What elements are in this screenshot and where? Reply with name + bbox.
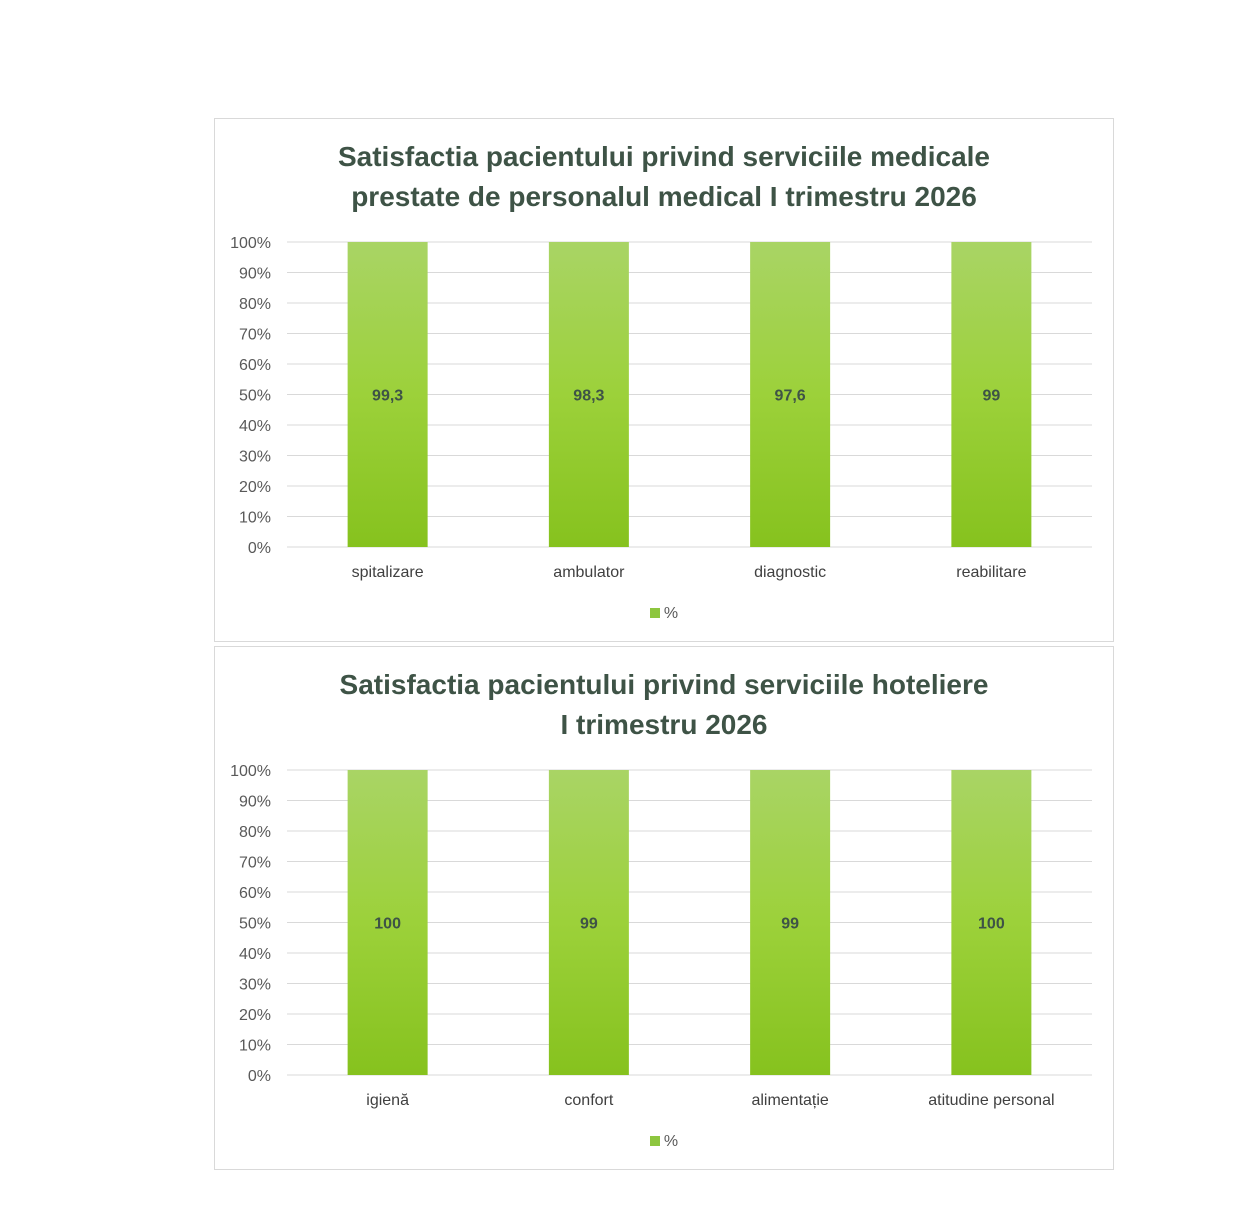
data-label: 99 (982, 388, 1000, 405)
legend: % (215, 1133, 1113, 1151)
legend-label: % (663, 605, 679, 622)
category-label: confort (564, 1092, 613, 1109)
category-label: ambulator (553, 564, 625, 581)
y-tick-label: 60% (239, 357, 271, 374)
data-label: 100 (374, 916, 401, 933)
chart-title: Satisfactia pacientului privind servicii… (215, 137, 1113, 217)
bar-3 (951, 770, 1032, 1075)
y-tick-label: 40% (239, 418, 271, 435)
category-label: alimentație (751, 1092, 828, 1109)
y-tick-label: 60% (239, 885, 271, 902)
data-label: 99,3 (372, 388, 403, 405)
y-tick-label: 10% (239, 1038, 271, 1055)
data-label: 97,6 (775, 388, 806, 405)
y-tick-label: 30% (239, 977, 271, 994)
bar-1 (548, 770, 629, 1075)
bar-0 (347, 242, 428, 547)
y-tick-label: 10% (239, 510, 271, 527)
y-tick-label: 20% (239, 479, 271, 496)
bar-0 (347, 770, 428, 1075)
y-tick-label: 50% (239, 388, 271, 405)
legend-swatch (649, 1136, 660, 1146)
legend-label: % (663, 1133, 679, 1150)
category-label: spitalizare (352, 564, 424, 581)
chart-title-line-2: prestate de personalul medical I trimest… (351, 181, 977, 212)
y-tick-label: 0% (248, 540, 271, 557)
category-label: igienă (366, 1092, 409, 1109)
legend-swatch (649, 608, 660, 618)
y-tick-label: 100% (230, 235, 271, 252)
category-label: atitudine personal (928, 1092, 1054, 1109)
category-label: reabilitare (956, 564, 1026, 581)
plot-area: 0% 10% 20% 30% 40% 50% 60% 70% 80% 90% 100% 99,3 spi… (230, 235, 1092, 581)
category-label: diagnostic (754, 564, 826, 581)
y-tick-label: 80% (239, 296, 271, 313)
y-tick-label: 100% (230, 763, 271, 780)
y-tick-label: 40% (239, 946, 271, 963)
y-tick-label: 90% (239, 266, 271, 283)
data-label: 100 (978, 916, 1005, 933)
plot-area: 0% 10% 20% 30% 40% 50% 60% 70% 80% 90% 100% 100 igie… (230, 763, 1092, 1109)
bar-2 (750, 770, 831, 1075)
y-tick-label: 70% (239, 855, 271, 872)
data-label: 98,3 (573, 388, 604, 405)
y-tick-label: 0% (248, 1068, 271, 1085)
data-label: 99 (580, 916, 598, 933)
chart-title-line-1: Satisfactia pacientului privind servicii… (337, 141, 991, 172)
chart-title-line-1: Satisfactia pacientului privind servicii… (339, 669, 989, 700)
bar-1 (548, 242, 629, 547)
chart-title: Satisfactia pacientului privind servicii… (215, 665, 1113, 745)
y-tick-label: 90% (239, 794, 271, 811)
chart-hotel-services: Satisfactia pacientului privind servicii… (214, 646, 1114, 1170)
chart-medical-services: Satisfactia pacientului privind servicii… (214, 118, 1114, 642)
bar-2 (750, 242, 831, 547)
y-tick-label: 50% (239, 916, 271, 933)
chart-title-line-2: I trimestru 2026 (560, 709, 768, 740)
y-tick-label: 70% (239, 327, 271, 344)
y-tick-label: 30% (239, 449, 271, 466)
legend: % (215, 605, 1113, 623)
y-tick-label: 20% (239, 1007, 271, 1024)
data-label: 99 (781, 916, 799, 933)
bar-3 (951, 242, 1032, 547)
y-tick-label: 80% (239, 824, 271, 841)
